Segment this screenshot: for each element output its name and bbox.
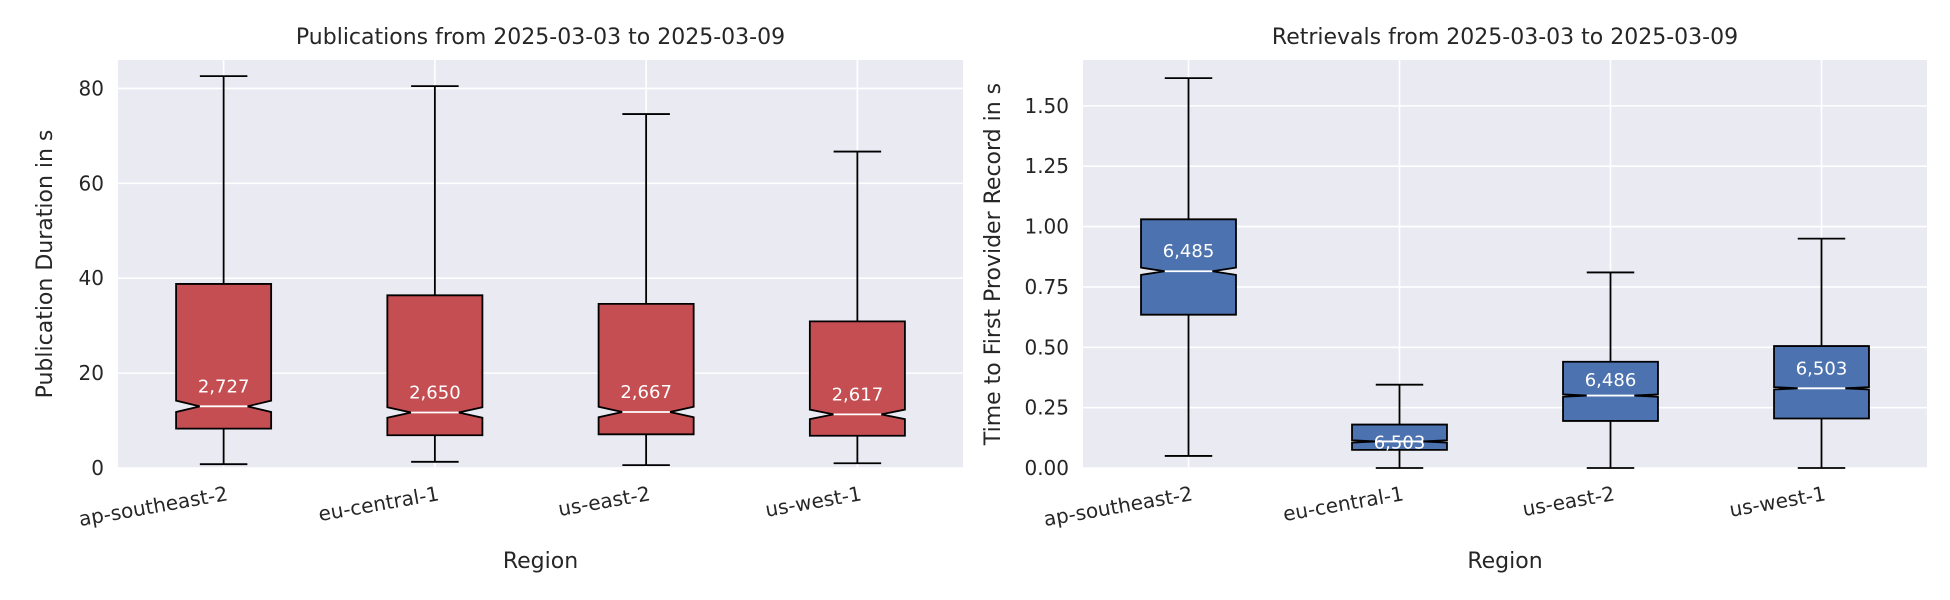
y-tick-labels: 0 20 40 60 80 <box>79 76 104 480</box>
count-label: 2,617 <box>832 384 884 405</box>
count-label: 2,667 <box>620 382 672 403</box>
count-label: 6,503 <box>1796 358 1848 379</box>
box-ap-southeast-2: 2,727 <box>175 75 273 466</box>
x-axis-label: Region <box>503 549 578 574</box>
box-body <box>1562 360 1659 422</box>
x-tick-label: eu-central-1 <box>1281 481 1405 526</box>
x-tick-label: us-west-1 <box>1727 481 1827 522</box>
chart-title: Retrievals from 2025-03-03 to 2025-03-09 <box>1272 25 1738 50</box>
y-tick-label: 0.75 <box>1024 275 1069 299</box>
y-tick-label: 80 <box>79 76 104 100</box>
chart-title: Publications from 2025-03-03 to 2025-03-… <box>296 25 785 50</box>
count-label: 6,503 <box>1374 433 1426 454</box>
box-eu-central-1: 6,503 <box>1351 383 1448 469</box>
count-label: 2,727 <box>198 376 250 397</box>
y-tick-label: 40 <box>79 266 104 290</box>
box-us-east-2: 2,667 <box>597 113 695 467</box>
box-body <box>1140 218 1237 316</box>
box-body <box>386 294 484 437</box>
boxes: 6,485 6,503 6,486 6,503 <box>1140 77 1870 469</box>
box-us-east-2: 6,486 <box>1562 271 1659 469</box>
x-tick-labels: ap-southeast-2 eu-central-1 us-east-2 us-we… <box>77 481 863 531</box>
x-tick-label: ap-southeast-2 <box>1042 481 1195 531</box>
box-eu-central-1: 2,650 <box>386 85 484 463</box>
box-ap-southeast-2: 6,485 <box>1140 77 1237 457</box>
box-us-west-1: 6,503 <box>1773 237 1870 469</box>
y-tick-label: 1.00 <box>1024 215 1069 239</box>
x-tick-label: us-east-2 <box>556 481 652 521</box>
box-body <box>808 320 906 437</box>
box-body <box>597 302 695 436</box>
boxes: 2,727 2,650 2,667 2,617 <box>175 75 906 467</box>
count-label: 6,486 <box>1585 370 1637 391</box>
x-tick-label: us-east-2 <box>1521 481 1617 521</box>
x-axis-label: Region <box>1467 549 1542 574</box>
x-tick-label: ap-southeast-2 <box>77 481 230 531</box>
y-axis-label: Publication Duration in s <box>33 130 58 399</box>
box-us-west-1: 2,617 <box>808 150 906 465</box>
box-body <box>1351 423 1448 451</box>
box-body <box>175 283 273 430</box>
y-axis-label: Time to First Provider Record in s <box>981 83 1006 446</box>
retrievals-panel: 6,485 6,503 6,486 6,503 0.00 0.25 0.50 0.75 1.0… <box>981 25 1927 574</box>
count-label: 2,650 <box>409 382 461 403</box>
y-tick-label: 1.25 <box>1024 154 1069 178</box>
x-tick-label: us-west-1 <box>763 481 863 522</box>
x-tick-labels: ap-southeast-2 eu-central-1 us-east-2 us-we… <box>1042 481 1828 531</box>
y-tick-label: 0.50 <box>1024 335 1069 359</box>
y-tick-label: 1.50 <box>1024 94 1069 118</box>
x-tick-label: eu-central-1 <box>316 481 440 526</box>
y-tick-labels: 0.00 0.25 0.50 0.75 1.00 1.25 1.50 <box>1024 94 1069 480</box>
count-label: 6,485 <box>1163 241 1215 262</box>
y-tick-label: 20 <box>79 361 104 385</box>
y-tick-label: 0 <box>91 456 104 480</box>
box-body <box>1773 345 1870 420</box>
publications-panel: 2,727 2,650 2,667 2,617 0 20 40 60 80 ap-southe… <box>33 25 963 574</box>
y-tick-label: 0.00 <box>1024 456 1069 480</box>
y-tick-label: 0.25 <box>1024 396 1069 420</box>
y-tick-label: 60 <box>79 171 104 195</box>
